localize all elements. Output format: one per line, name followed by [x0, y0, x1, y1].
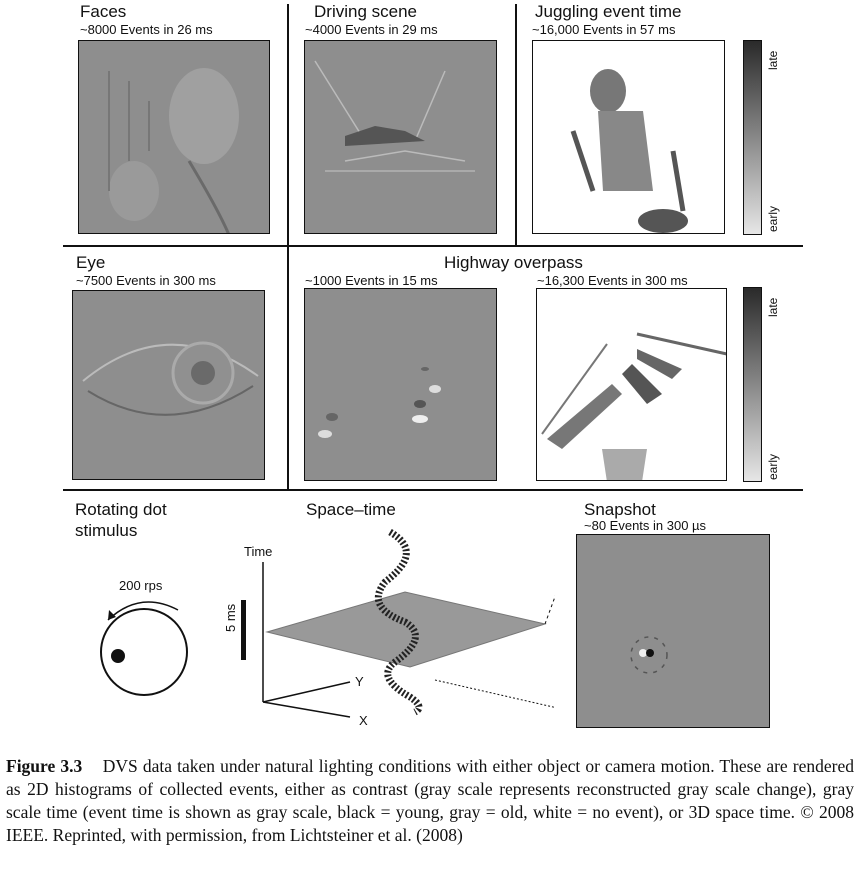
- spacetime-y-label: Y: [355, 674, 364, 689]
- juggling-image: [532, 40, 725, 234]
- spacetime-x-label: X: [359, 713, 368, 728]
- highway-colorbar: [743, 287, 762, 482]
- highway-contrast-texture: [305, 289, 496, 480]
- juggling-colorbar: [743, 40, 762, 235]
- spacetime-time-label: Time: [244, 544, 273, 559]
- snapshot-title: Snapshot: [584, 500, 656, 519]
- snapshot-subtitle: ~80 Events in 300 µs: [584, 518, 707, 533]
- driving-texture: [305, 41, 496, 233]
- divider-row2: [63, 489, 803, 491]
- highway-time-image: [536, 288, 727, 481]
- spacetime-plot: [262, 528, 555, 718]
- rotation-arrow: [107, 601, 179, 621]
- y-axis: [262, 681, 351, 703]
- spacetime-scale-bar: [241, 600, 246, 660]
- driving-image: [304, 40, 497, 234]
- rotating-title-line2: stimulus: [75, 521, 138, 540]
- faces-subtitle: ~8000 Events in 26 ms: [80, 22, 213, 37]
- juggling-cbar-late: late: [766, 50, 780, 70]
- eye-image: [72, 290, 265, 480]
- juggling-cbar-early: early: [766, 205, 780, 232]
- eye-texture: [73, 291, 264, 479]
- highway-cbar-late: late: [766, 297, 780, 317]
- highway-left-subtitle: ~1000 Events in 15 ms: [305, 273, 438, 288]
- caption-label: Figure 3.3: [6, 756, 83, 776]
- x-axis: [262, 701, 351, 718]
- projection-line-bottom: [434, 679, 555, 708]
- spacetime-title: Space–time: [306, 500, 396, 519]
- eye-subtitle: ~7500 Events in 300 ms: [76, 273, 216, 288]
- highway-time-texture: [537, 289, 726, 480]
- juggling-texture: [533, 41, 724, 233]
- faces-title: Faces: [80, 2, 127, 21]
- rotating-dot-diagram: [100, 601, 188, 696]
- divider-col1-mid: [287, 247, 289, 489]
- divider-col2-top: [515, 4, 517, 245]
- spacetime-scale-label: 5 ms: [223, 603, 238, 632]
- divider-col1-top: [287, 4, 289, 245]
- snapshot-image: [576, 534, 770, 728]
- divider-row1: [63, 245, 803, 247]
- projection-line-top: [544, 595, 555, 625]
- driving-title: Driving scene: [314, 2, 417, 21]
- rotating-disk: [100, 608, 188, 696]
- figure-caption: Figure 3.3 DVS data taken under natural …: [6, 755, 854, 847]
- eye-title: Eye: [76, 253, 106, 272]
- highway-cbar-early: early: [766, 453, 780, 480]
- highway-title: Highway overpass: [444, 253, 583, 272]
- rotating-dot: [111, 649, 125, 663]
- caption-text: DVS data taken under natural lighting co…: [6, 756, 855, 845]
- rotating-speed-label: 200 rps: [119, 578, 163, 593]
- faces-texture: [79, 41, 269, 233]
- rotation-arrowhead-icon: [108, 610, 116, 620]
- faces-image: [78, 40, 270, 234]
- event-trace: [374, 528, 423, 716]
- snapshot-texture: [577, 535, 769, 727]
- rotating-title-line1: Rotating dot: [75, 500, 167, 519]
- juggling-subtitle: ~16,000 Events in 57 ms: [532, 22, 676, 37]
- highway-contrast-image: [304, 288, 497, 481]
- driving-subtitle: ~4000 Events in 29 ms: [305, 22, 438, 37]
- juggling-title: Juggling event time: [535, 2, 682, 21]
- highway-right-subtitle: ~16,300 Events in 300 ms: [537, 273, 688, 288]
